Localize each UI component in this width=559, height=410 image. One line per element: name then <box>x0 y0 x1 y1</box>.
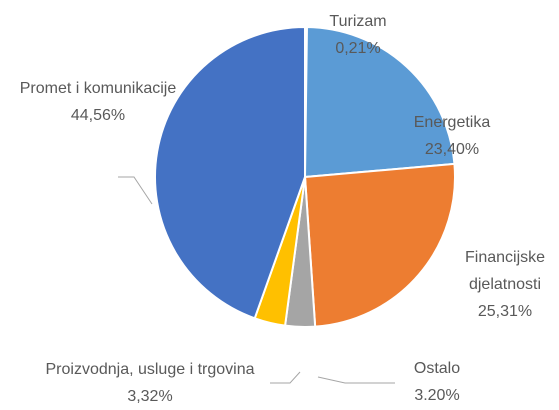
pie-slice <box>154 25 306 320</box>
value-label: 25,31% <box>477 303 533 320</box>
value-label: 44,56% <box>70 107 126 124</box>
leader-line <box>270 371 301 384</box>
data-label: Proizvodnja, usluge i trgovina 3,32% <box>0 356 300 410</box>
data-label: Energetika 23,40% <box>392 109 512 163</box>
category-label: Financijske djelatnosti <box>464 249 546 293</box>
data-label: Financijske djelatnosti 25,31% <box>450 244 559 325</box>
leader-line <box>118 176 153 205</box>
category-label: Ostalo <box>413 360 461 377</box>
value-label: 23,40% <box>424 141 480 158</box>
data-label: Ostalo 3.20% <box>395 355 479 409</box>
category-label: Proizvodnja, usluge i trgovina <box>45 361 255 378</box>
category-label: Energetika <box>413 114 491 131</box>
pie-slice <box>303 25 456 179</box>
leader-line <box>317 376 395 384</box>
value-label: 3.20% <box>414 387 460 404</box>
value-label: 3,32% <box>127 388 173 405</box>
data-label: Promet i komunikacije 44,56% <box>18 75 178 129</box>
category-label: Turizam <box>329 13 387 30</box>
category-label: Promet i komunikacije <box>19 80 177 97</box>
pie-slice <box>303 162 456 328</box>
value-label: 0,21% <box>335 40 381 57</box>
data-label: Turizam 0,21% <box>300 8 416 62</box>
